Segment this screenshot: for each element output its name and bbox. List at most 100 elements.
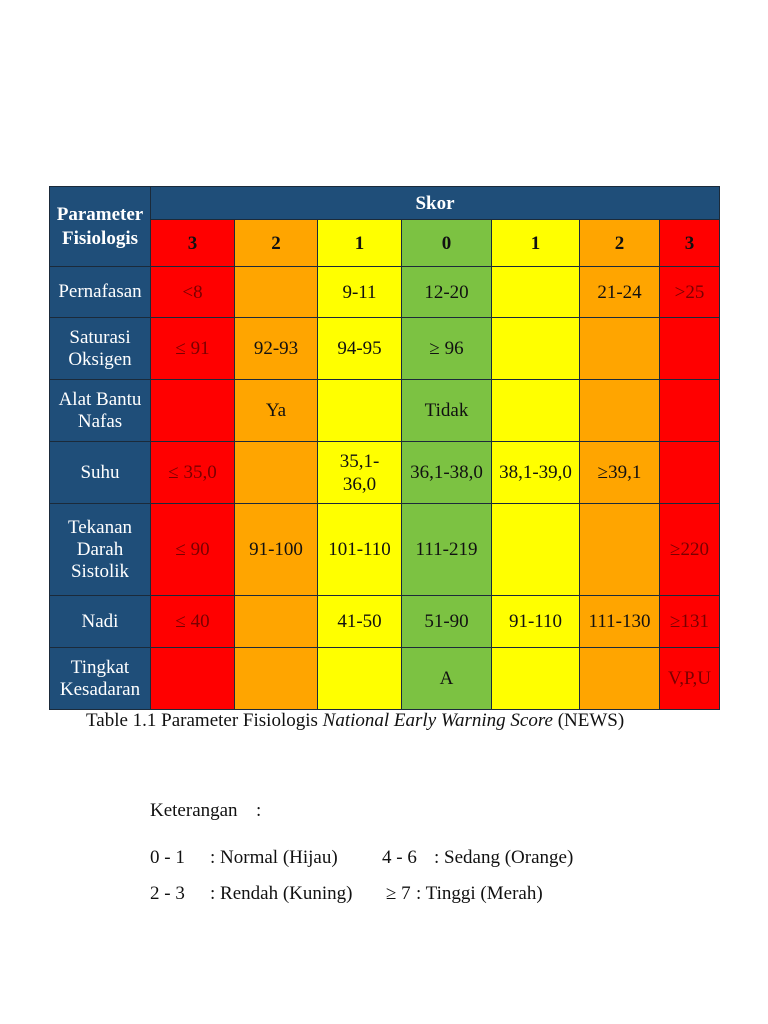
param-header-line-1: Parameter [56, 203, 144, 225]
score-cell: ≥220 [658, 503, 721, 596]
legend-range: ≥ 7 [386, 883, 411, 904]
row-label: Saturasi Oksigen [49, 317, 151, 380]
row-label: Tingkat Kesadaran [49, 647, 151, 710]
legend-title: Keterangan [150, 800, 238, 821]
row-label: Tekanan Darah Sistolik [49, 503, 151, 596]
score-cell: ≤ 40 [150, 595, 235, 648]
table-row: Pernafasan <8 9-11 12-20 21-24 >25 [49, 266, 721, 318]
row-label: Suhu [49, 441, 151, 504]
caption-prefix: Table 1.1 Parameter Fisiologis [86, 710, 323, 731]
legend-title-line: Keterangan : [150, 800, 261, 822]
score-cell: 9-11 [317, 266, 402, 318]
table-row: Tingkat Kesadaran A V,P,U [49, 647, 721, 710]
score-cell: Ya [234, 379, 318, 442]
row-label-line: Nadi [81, 610, 119, 632]
score-cell [579, 503, 660, 596]
caption-suffix: (NEWS) [552, 710, 625, 731]
row-label: Alat Bantu Nafas [49, 379, 151, 442]
row-label-line: Kesadaran [59, 678, 141, 700]
score-cell: 51-90 [401, 595, 492, 648]
table-row: Saturasi Oksigen ≤ 91 92-93 94-95 ≥ 96 [49, 317, 721, 380]
score-cell: 111-130 [579, 595, 660, 648]
table-row: Alat Bantu Nafas Ya Tidak [49, 379, 721, 442]
score-cell [234, 595, 318, 648]
row-label-line: Tekanan [67, 516, 133, 538]
row-label-line: Sistolik [70, 560, 130, 582]
score-cell: ≥39,1 [579, 441, 660, 504]
caption-italic: National Early Warning Score [322, 710, 553, 731]
score-cell: ≤ 91 [150, 317, 235, 380]
row-label-line: Darah [76, 538, 124, 560]
row-label-line: Alat Bantu [58, 388, 142, 410]
table-row: Suhu ≤ 35,0 35,1- 36,0 36,1-38,0 38,1-39,0 ≥3… [49, 441, 721, 504]
row-label-line: Oksigen [68, 348, 132, 370]
legend-title-colon: : [256, 800, 262, 821]
score-cell: A [401, 647, 492, 710]
score-cell [491, 379, 580, 442]
row-label-line: Pernafasan [58, 281, 142, 302]
score-cell [234, 647, 318, 710]
score-cell: 91-110 [491, 595, 580, 648]
score-cell [491, 503, 580, 596]
parameter-fisiologis-header: Parameter Fisiologis [49, 186, 151, 267]
table-row: Nadi ≤ 40 41-50 51-90 91-110 111-130 ≥131 [49, 595, 721, 648]
score-cell [579, 647, 660, 710]
score-cell [491, 266, 580, 318]
score-cell: ≥ 96 [401, 317, 492, 380]
score-column-header: 2 [579, 219, 660, 267]
score-cell [491, 317, 580, 380]
score-cell [579, 379, 660, 442]
score-cell [658, 379, 721, 442]
score-cell: 36,1-38,0 [401, 441, 492, 504]
param-header-line-2: Fisiologis [61, 227, 138, 249]
table-caption: Table 1.1 Parameter Fisiologis National … [86, 710, 624, 732]
score-cell: ≤ 90 [150, 503, 235, 596]
skor-header: Skor [149, 186, 721, 220]
score-cell: >25 [658, 266, 721, 318]
row-label-line: Nafas [77, 410, 123, 432]
score-column-header: 1 [317, 219, 402, 267]
score-cell: 35,1- 36,0 [317, 441, 402, 504]
score-cell [317, 647, 402, 710]
score-cell: 92-93 [234, 317, 318, 380]
row-label: Pernafasan [49, 266, 151, 318]
score-cell [150, 379, 235, 442]
score-cell: <8 [150, 266, 235, 318]
legend-range: 0 - 1 [150, 847, 185, 868]
score-cell: 91-100 [234, 503, 318, 596]
score-column-header: 3 [658, 219, 721, 267]
row-label-line: Suhu [80, 461, 120, 483]
score-cell: 38,1-39,0 [491, 441, 580, 504]
row-label: Nadi [49, 595, 151, 648]
score-column-header: 2 [234, 219, 318, 267]
score-cell: V,P,U [658, 647, 721, 710]
legend-range: 2 - 3 [150, 883, 185, 904]
legend-desc: : Tinggi (Merah) [416, 883, 543, 904]
score-cell [491, 647, 580, 710]
score-column-header: 3 [150, 219, 235, 267]
score-cell [150, 647, 235, 710]
score-column-header: 0 [401, 219, 492, 267]
row-label-line: Saturasi [69, 326, 131, 348]
score-cell [234, 441, 318, 504]
score-cell: 111-219 [401, 503, 492, 596]
score-column-header: 1 [491, 219, 580, 267]
score-cell: ≤ 35,0 [150, 441, 235, 504]
score-cell: Tidak [401, 379, 492, 442]
score-cell [317, 379, 402, 442]
legend-range: 4 - 6 [382, 847, 417, 868]
legend-desc: : Normal (Hijau) [210, 847, 338, 868]
table-row: Tekanan Darah Sistolik ≤ 90 91-100 101-110 111… [49, 503, 721, 596]
score-cell: 12-20 [401, 266, 492, 318]
score-cell [658, 317, 721, 380]
score-cell [234, 266, 318, 318]
score-cell [579, 317, 660, 380]
row-label-line: Tingkat [70, 656, 130, 678]
score-cell: 41-50 [317, 595, 402, 648]
score-cell: ≥131 [658, 595, 721, 648]
legend-desc: : Sedang (Orange) [434, 847, 574, 868]
score-cell [658, 441, 721, 504]
score-cell: 21-24 [579, 266, 660, 318]
score-cell: 94-95 [317, 317, 402, 380]
